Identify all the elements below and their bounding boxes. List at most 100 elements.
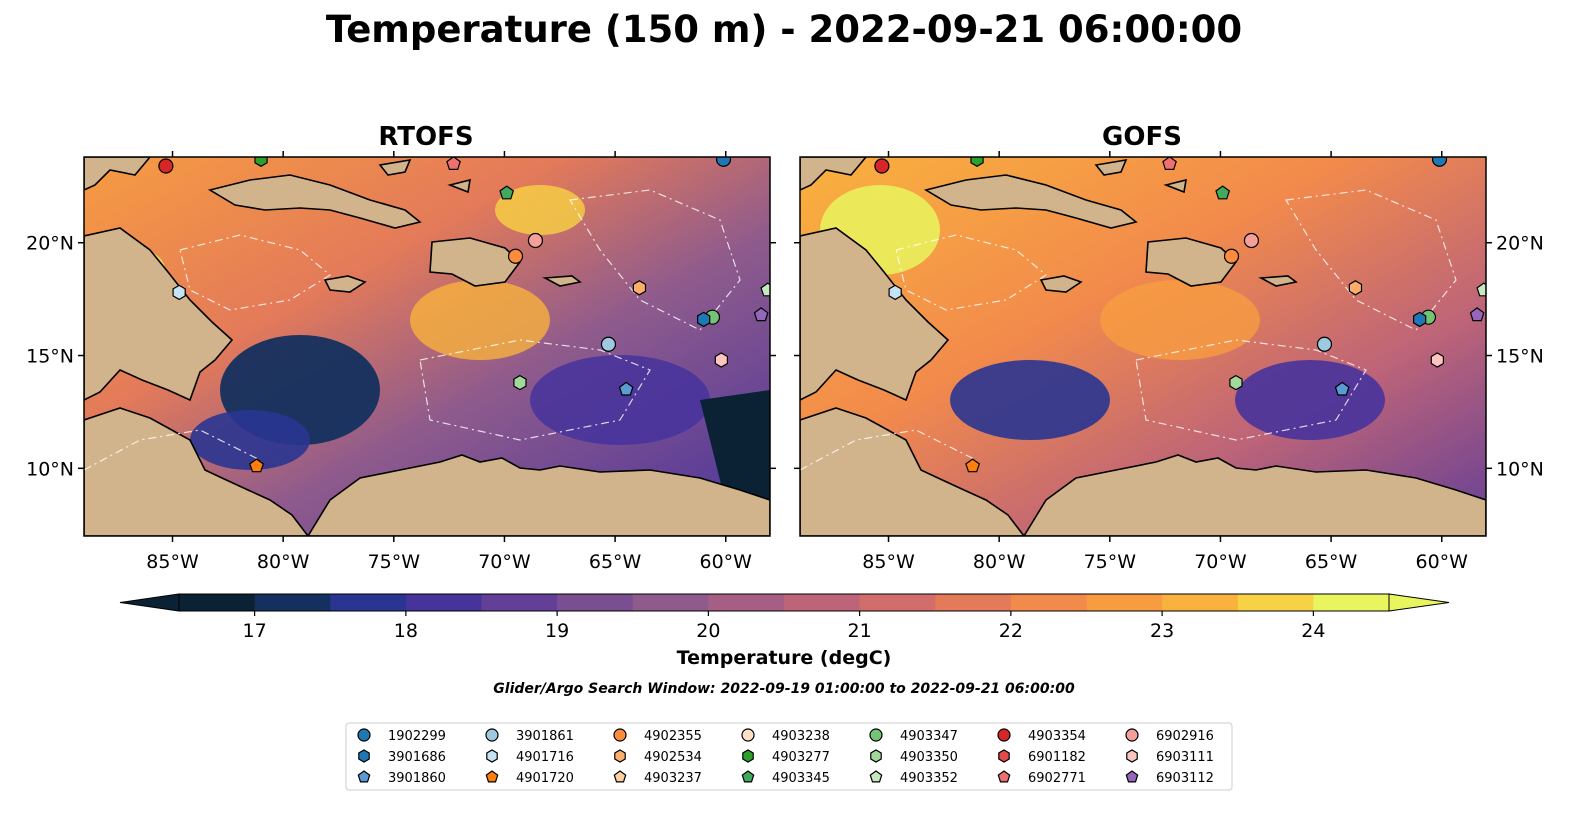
legend-item-1902299: 1902299 — [357, 728, 446, 744]
observation-markers — [158, 157, 770, 473]
colorbar-tick-label: 23 — [1150, 620, 1174, 642]
legend-label: 6903111 — [1156, 750, 1214, 765]
map-panel-gofs: GOFS 85°W 80°W 75°W 70°W 65°W 60°W 20°N 15°N 10°… — [794, 122, 1544, 573]
obs-marker-4903345 — [1215, 185, 1231, 200]
obs-marker-4903277 — [254, 157, 268, 167]
legend-marker — [486, 749, 498, 763]
colorbar-cell — [784, 594, 861, 611]
obs-marker-3901861 — [600, 336, 617, 352]
colorbar-cell — [708, 594, 785, 611]
colorbar-tick-label: 21 — [848, 620, 872, 642]
legend-label: 4903352 — [900, 771, 958, 786]
legend-item-6901182: 6901182 — [998, 749, 1086, 765]
legend-item-3901686: 3901686 — [358, 749, 446, 765]
colorbar-tick-label: 19 — [545, 620, 569, 642]
legend-label: 4902355 — [644, 729, 702, 744]
obs-marker-4902355 — [1223, 248, 1240, 264]
legend-label: 4901720 — [516, 771, 574, 786]
colorbar-cell — [935, 594, 1012, 611]
colorbar-cell — [1162, 594, 1239, 611]
x-tick-label: 60°W — [700, 551, 753, 573]
legend-label: 3901686 — [388, 750, 446, 765]
obs-marker-4903354 — [874, 158, 890, 174]
legend-label: 4901716 — [516, 750, 574, 765]
legend-item-4901716: 4901716 — [486, 749, 574, 765]
y-tick-label: 20°N — [1496, 233, 1544, 255]
obs-marker-6903112 — [1469, 307, 1485, 322]
obs-marker-4903352 — [1476, 282, 1486, 297]
legend-label: 1902299 — [388, 729, 446, 744]
colorbar-tick-label: 20 — [696, 620, 720, 642]
panel-title-gofs: GOFS — [1102, 122, 1182, 152]
legend-label: 4903238 — [772, 729, 830, 744]
legend-frame — [345, 722, 1233, 791]
obs-marker-4902355 — [507, 248, 524, 264]
legend-label: 4903237 — [644, 771, 702, 786]
legend-marker — [1125, 770, 1139, 783]
legend-label: 4903347 — [900, 729, 958, 744]
obs-marker-4901720 — [249, 458, 265, 473]
obs-marker-3901686 — [696, 311, 711, 328]
legend-marker — [997, 728, 1011, 742]
obs-marker-1902299 — [715, 157, 732, 167]
legend-label: 6901182 — [1028, 750, 1086, 765]
legend-marker — [1125, 728, 1139, 742]
legend-marker — [485, 728, 499, 742]
obs-marker-6903111 — [714, 352, 729, 368]
legend-label: 4902534 — [644, 750, 702, 765]
legend-marker — [997, 770, 1011, 783]
legend-item-4903354: 4903354 — [997, 728, 1086, 744]
obs-marker-3901686 — [1412, 311, 1427, 328]
legend-item-6903111: 6903111 — [1126, 749, 1214, 765]
x-tick-label: 75°W — [1084, 551, 1137, 573]
obs-marker-4903350 — [1229, 374, 1243, 391]
warm-anomaly — [410, 280, 550, 360]
x-tick-label: 70°W — [1194, 551, 1247, 573]
colorbar-cell — [254, 594, 331, 611]
colorbar-label: Temperature (degC) — [677, 647, 892, 669]
legend-marker — [998, 749, 1010, 763]
search-window-text: Glider/Argo Search Window: 2022-09-19 01… — [493, 681, 1075, 697]
map-frame — [83, 156, 771, 537]
legend-item-6903112: 6903112 — [1125, 770, 1214, 786]
legend-label: 6902916 — [1156, 729, 1214, 744]
obs-marker-4903350 — [513, 374, 527, 391]
obs-marker-1902299 — [1431, 157, 1448, 167]
legend-marker — [485, 770, 499, 783]
obs-marker-6902771 — [1162, 157, 1177, 170]
legend-label: 4903350 — [900, 750, 958, 765]
legend-label: 4903345 — [772, 771, 830, 786]
legend-marker — [613, 728, 627, 742]
obs-marker-4903352 — [760, 282, 770, 297]
legend-item-4903277: 4903277 — [742, 749, 830, 765]
colorbar-extend-low — [119, 593, 180, 612]
legend-label: 4903277 — [772, 750, 830, 765]
obs-marker-3901860 — [618, 381, 634, 396]
colorbar-cell — [1313, 594, 1390, 611]
y-tick-label: 15°N — [1496, 346, 1544, 368]
observation-markers — [874, 157, 1486, 473]
legend-item-4902355: 4902355 — [613, 728, 702, 744]
legend-marker — [869, 770, 883, 783]
colorbar-cell — [1086, 594, 1163, 611]
x-tick-label: 70°W — [478, 551, 531, 573]
y-tick-label: 10°N — [1496, 458, 1544, 480]
colorbar-cell — [405, 594, 482, 611]
obs-marker-4903277 — [970, 157, 984, 167]
x-tick-label: 65°W — [589, 551, 642, 573]
x-tick-label: 65°W — [1305, 551, 1358, 573]
cold-anomaly — [950, 360, 1110, 440]
obs-marker-4903345 — [499, 185, 515, 200]
legend-item-4902534: 4902534 — [614, 749, 702, 765]
figure-title: Temperature (150 m) - 2022-09-21 06:00:0… — [326, 8, 1242, 51]
legend-marker — [869, 728, 883, 742]
legend-marker — [741, 770, 755, 783]
obs-marker-4901716 — [888, 284, 902, 301]
legend-item-4903350: 4903350 — [870, 749, 958, 765]
obs-marker-6902916 — [1243, 232, 1260, 249]
obs-marker-4901720 — [965, 458, 981, 473]
colorbar-cell — [330, 594, 407, 611]
axis-ticks: 85°W 80°W 75°W 70°W 65°W 60°W 20°N 15°N 10°N — [794, 151, 1544, 573]
legend-item-3901861: 3901861 — [485, 728, 574, 744]
panel-title-rtofs: RTOFS — [378, 122, 473, 152]
